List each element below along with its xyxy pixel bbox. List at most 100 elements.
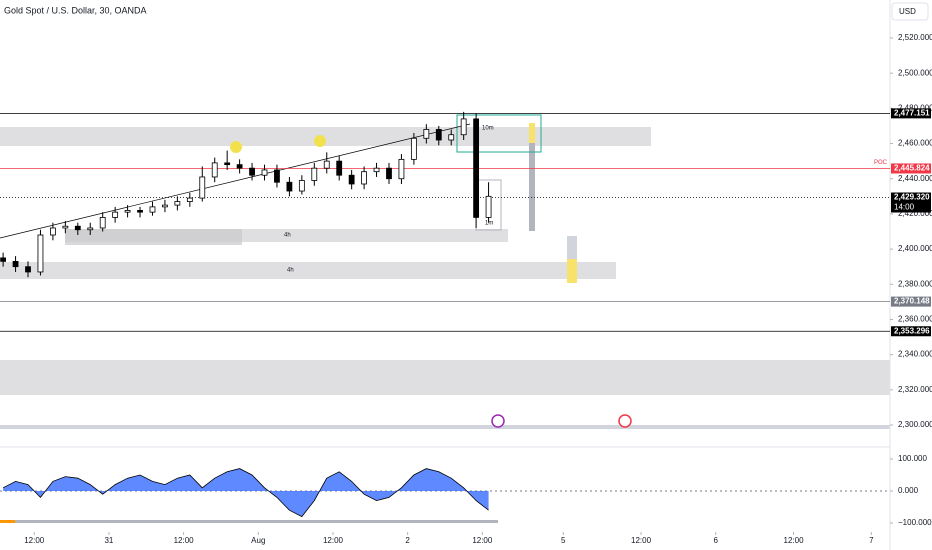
y-tick-label: 2,340.000 [898, 350, 932, 359]
y-tick-label: 2,460.000 [898, 139, 932, 148]
candle-body [361, 171, 367, 185]
candle-body [162, 204, 168, 208]
candle-body [0, 257, 7, 262]
candle-body [311, 167, 318, 181]
candle-body [236, 164, 243, 169]
range-bar [529, 123, 535, 231]
candle-body [386, 167, 392, 180]
range-bar [567, 259, 577, 283]
candle-body [186, 197, 193, 202]
candle-body [112, 211, 119, 218]
price-label: 2,370.148 [894, 297, 930, 306]
y-tick-label: 0.000 [898, 486, 919, 495]
x-tick-label: 12:00 [174, 536, 195, 545]
candle-body [99, 217, 106, 229]
price-label-box [891, 163, 931, 174]
currency-button[interactable] [891, 2, 929, 21]
x-tick-label: Aug [251, 536, 265, 545]
x-tick-label: 6 [714, 536, 719, 545]
currency[interactable]: USD [899, 7, 916, 16]
zone [65, 229, 242, 245]
candle-body [211, 162, 218, 178]
candle-body [448, 134, 455, 141]
candle-body [423, 129, 430, 139]
price-label: 2,353.296 [894, 326, 930, 335]
x-tick-label: 12:00 [631, 536, 652, 545]
indicator-line [2, 468, 489, 518]
indicator-area [3, 468, 489, 517]
candle-body [274, 169, 280, 183]
candle-body [286, 181, 293, 192]
candle-body [348, 174, 355, 185]
candle-body [323, 160, 330, 169]
trend-line [0, 123, 471, 239]
y-tick-label: 2,440.000 [898, 174, 932, 183]
y-tick-label: 2,400.000 [898, 244, 932, 253]
price-label: 2,429.320 [894, 193, 930, 202]
x-tick-label: 5 [561, 536, 566, 545]
candle-body [62, 225, 69, 229]
x-tick-label: 12:00 [784, 536, 805, 545]
candle-body [460, 118, 467, 136]
bar [0, 520, 15, 523]
y-tick-label: 2,320.000 [898, 385, 932, 394]
price-label-box [891, 296, 931, 307]
x-tick-label: 12:00 [323, 536, 344, 545]
zone-label: 4h [287, 268, 294, 274]
candle-body [199, 176, 206, 199]
candle-body [473, 118, 480, 218]
price-label: 2,445.824 [894, 164, 930, 173]
candle-body [485, 195, 492, 218]
candle-body [87, 227, 94, 231]
candle-body [435, 129, 442, 141]
chart-title: Gold Spot / U.S. Dollar, 30, OANDA [4, 5, 147, 15]
price-label-box [891, 108, 931, 119]
x-tick-label: 2 [405, 536, 410, 545]
candle-body [25, 266, 31, 273]
zone-label: 1m [485, 221, 493, 227]
candle-body [398, 158, 405, 180]
x-tick-label: 12:00 [472, 536, 493, 545]
y-tick-label: −100.000 [898, 518, 932, 527]
y-tick-label: 2,420.000 [898, 209, 932, 218]
zone-label: 4h [284, 233, 291, 239]
y-tick-label: 2,480.000 [898, 103, 932, 112]
box [456, 114, 542, 153]
candle-body [174, 201, 181, 206]
candle-body [124, 209, 131, 213]
event-icon[interactable] [618, 414, 632, 428]
price-line-name: POC [874, 160, 888, 166]
candle-body [50, 227, 56, 236]
zone [0, 127, 651, 146]
candle-body [373, 167, 380, 173]
y-tick-label: 2,360.000 [898, 315, 932, 324]
y-tick-label: 2,500.000 [898, 68, 932, 77]
zone [0, 360, 890, 395]
y-tick-label: 100.000 [898, 454, 927, 463]
bar [15, 520, 498, 523]
x-tick-label: 7 [869, 536, 874, 545]
price-label-box [891, 326, 931, 337]
zone-label: 10m [482, 126, 494, 132]
zone [0, 262, 616, 279]
marker [230, 141, 242, 153]
candle-body [149, 206, 156, 213]
candle-body [410, 137, 417, 160]
price-label: 2,477.151 [894, 108, 930, 117]
candle-body [37, 234, 44, 273]
price-label-box [891, 192, 931, 213]
band [0, 425, 890, 429]
candle-body [137, 209, 143, 213]
event-icon[interactable] [491, 414, 505, 428]
y-tick-label: 2,300.000 [898, 420, 932, 429]
candle-body [249, 167, 255, 176]
candle-body [298, 180, 305, 192]
range-bar [529, 123, 535, 143]
x-tick-label: 12:00 [24, 536, 45, 545]
candle-body [224, 162, 231, 166]
x-tick-label: 31 [104, 536, 113, 545]
candle-body [12, 261, 19, 268]
candle-body [261, 169, 268, 176]
